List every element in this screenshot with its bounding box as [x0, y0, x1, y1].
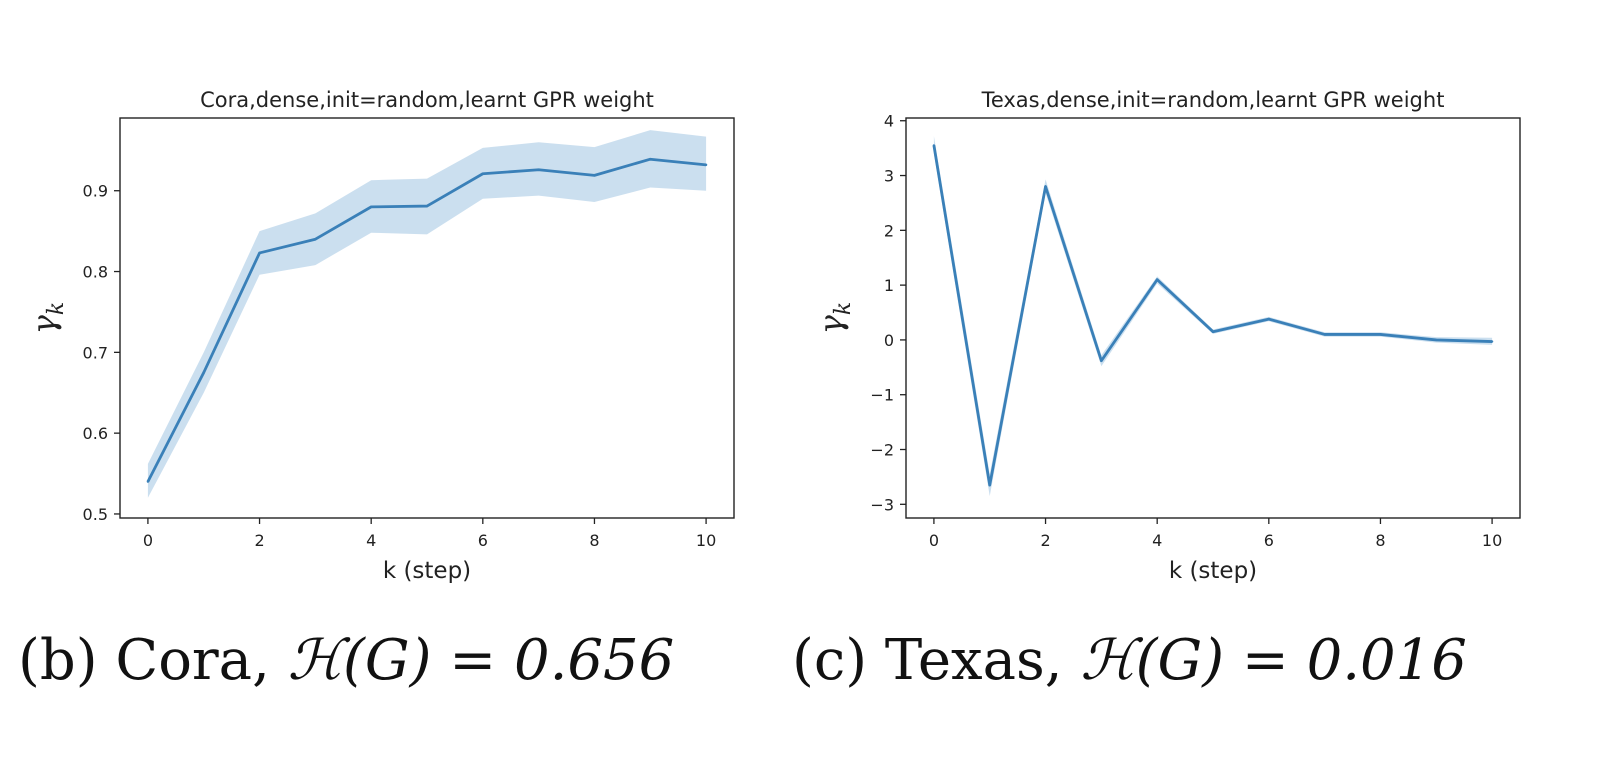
series-line	[932, 145, 1493, 487]
y-tick-label: −2	[870, 441, 894, 460]
data-point	[1100, 359, 1103, 362]
y-tick-label: 0.6	[83, 424, 108, 443]
data-point	[1155, 278, 1159, 281]
data-point	[1379, 333, 1382, 336]
y-tick-label: 1	[884, 276, 894, 295]
x-tick-label: 0	[929, 531, 939, 550]
confidence-band	[147, 130, 707, 498]
data-point	[593, 174, 596, 177]
caption-b-prefix: (b) Cora,	[18, 628, 288, 693]
x-tick-label: 4	[1152, 531, 1162, 550]
y-axis-label-symbol: γ	[812, 314, 850, 334]
data-point	[1323, 333, 1326, 336]
y-tick-label: 0.7	[83, 343, 108, 362]
chart-title: Cora,dense,init=random,learnt GPR weight	[200, 88, 654, 112]
y-tick-label: 0.8	[83, 263, 108, 282]
chart-title: Texas,dense,init=random,learnt GPR weigh…	[981, 88, 1445, 112]
x-axis-label: k (step)	[383, 558, 471, 584]
y-tick-label: 4	[884, 112, 894, 131]
data-point	[369, 205, 373, 209]
plot-frame	[119, 117, 735, 519]
y-axis-label-subscript: k	[831, 302, 856, 315]
x-tick-label: 4	[366, 531, 376, 550]
caption-c-math: ℋ(G) = 0.016	[1080, 628, 1467, 693]
data-point	[988, 483, 991, 487]
x-tick-label: 10	[1482, 531, 1502, 550]
y-tick-label: 3	[884, 167, 894, 186]
data-point	[146, 480, 150, 483]
caption-c-prefix: (c) Texas,	[792, 628, 1081, 693]
x-tick-label: 8	[1375, 531, 1385, 550]
y-tick-label: 2	[884, 221, 894, 240]
data-point	[704, 163, 708, 167]
x-tick-label: 10	[696, 531, 716, 550]
y-tick-label: 0.9	[83, 182, 108, 201]
data-point	[481, 172, 485, 175]
data-point	[537, 168, 540, 171]
data-point	[1490, 340, 1494, 343]
data-point	[1267, 317, 1271, 321]
y-axis-label: γk	[812, 302, 856, 334]
y-tick-label: 0	[884, 331, 894, 350]
caption-c: (c) Texas, ℋ(G) = 0.016	[792, 628, 1467, 693]
confidence-band	[933, 136, 1493, 497]
data-point	[649, 158, 652, 161]
y-axis-label-subscript: k	[44, 302, 69, 315]
data-point	[1435, 338, 1438, 342]
data-point	[258, 251, 261, 255]
y-axis-label: γk	[25, 302, 69, 334]
caption-b-math: ℋ(G) = 0.656	[287, 628, 675, 693]
caption-b: (b) Cora, ℋ(G) = 0.656	[18, 628, 674, 693]
data-point	[314, 238, 317, 241]
x-tick-label: 2	[254, 531, 264, 550]
y-axis-label-symbol: γ	[25, 314, 63, 334]
x-tick-label: 2	[1040, 531, 1050, 550]
data-point	[1211, 330, 1215, 333]
data-point	[1044, 185, 1047, 188]
data-point	[932, 144, 936, 147]
x-tick-label: 0	[143, 531, 153, 550]
x-tick-label: 6	[478, 531, 488, 550]
chart-0: Cora,dense,init=random,learnt GPR weight…	[25, 88, 735, 584]
x-tick-label: 8	[589, 531, 599, 550]
x-axis-label: k (step)	[1169, 558, 1257, 584]
plot-frame	[905, 117, 1521, 519]
y-tick-label: 0.5	[83, 505, 108, 524]
y-tick-label: −3	[870, 495, 894, 514]
y-tick-label: −1	[870, 386, 894, 405]
data-point	[202, 371, 205, 374]
chart-1: Texas,dense,init=random,learnt GPR weigh…	[812, 88, 1521, 584]
data-point	[425, 204, 429, 208]
x-tick-label: 6	[1264, 531, 1274, 550]
